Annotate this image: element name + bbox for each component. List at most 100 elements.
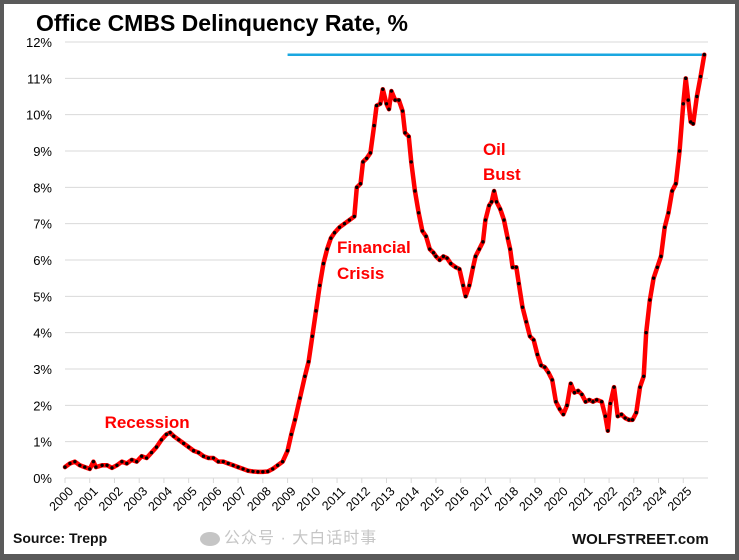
data-point <box>546 370 551 375</box>
data-point <box>397 98 401 102</box>
data-point <box>241 467 245 471</box>
data-point <box>608 401 613 406</box>
data-point <box>677 149 682 153</box>
data-point <box>256 470 260 474</box>
data-point <box>572 390 577 395</box>
data-point <box>393 98 397 102</box>
data-point <box>492 189 496 193</box>
data-point <box>543 365 547 369</box>
data-point <box>280 459 285 464</box>
data-point <box>159 438 164 442</box>
data-point <box>508 247 512 251</box>
data-point <box>384 102 389 106</box>
data-point <box>528 334 532 338</box>
data-point <box>154 445 159 449</box>
data-point <box>557 407 562 411</box>
data-point <box>449 261 453 266</box>
x-tick-label: 2006 <box>195 484 225 514</box>
data-point <box>110 466 114 470</box>
data-point <box>120 459 124 464</box>
data-point <box>211 456 216 460</box>
data-point <box>434 254 438 259</box>
x-tick-label: 2009 <box>269 484 299 514</box>
data-point <box>494 200 499 204</box>
data-point <box>251 469 255 474</box>
data-point <box>88 467 92 471</box>
data-point <box>702 53 706 57</box>
x-tick-label: 2013 <box>368 484 398 514</box>
data-point <box>94 465 98 469</box>
x-axis-ticks: 2000200120022003200420052006200720082009… <box>47 478 694 514</box>
data-point <box>457 267 462 271</box>
data-point <box>612 385 616 389</box>
data-point <box>196 450 201 455</box>
data-point <box>587 398 591 402</box>
y-tick-label: 5% <box>33 289 52 304</box>
data-point <box>321 261 326 266</box>
data-point <box>445 256 449 260</box>
data-point <box>352 214 357 219</box>
x-tick-label: 2021 <box>566 484 596 514</box>
data-point <box>666 211 671 215</box>
data-point <box>387 107 391 111</box>
data-point <box>413 189 417 193</box>
x-tick-label: 2010 <box>294 484 324 514</box>
data-point <box>310 334 315 338</box>
data-point <box>403 131 407 135</box>
data-point <box>191 449 196 453</box>
data-point <box>298 396 302 400</box>
x-tick-label: 2018 <box>492 484 522 514</box>
data-point <box>149 450 154 455</box>
data-point <box>221 459 225 464</box>
data-point <box>441 254 446 259</box>
data-point <box>648 298 652 302</box>
x-tick-label: 2011 <box>319 484 348 513</box>
data-point <box>686 98 690 102</box>
y-tick-label: 7% <box>33 217 52 232</box>
data-point <box>565 403 569 408</box>
data-point <box>293 418 297 422</box>
data-point <box>619 412 624 417</box>
data-point <box>332 231 337 235</box>
data-point <box>663 225 667 229</box>
data-point <box>428 247 432 251</box>
data-point <box>226 461 230 466</box>
data-point <box>261 470 265 474</box>
data-point <box>201 454 206 458</box>
data-point <box>329 236 333 240</box>
data-point <box>285 449 290 453</box>
data-point <box>216 459 221 464</box>
data-point <box>520 305 525 309</box>
data-point <box>583 400 588 404</box>
annotation-recession: Recession <box>104 412 190 432</box>
data-point <box>115 463 119 467</box>
y-tick-label: 10% <box>26 108 52 123</box>
data-point <box>271 467 275 471</box>
y-tick-label: 3% <box>33 362 52 377</box>
annotation-financial: Financial <box>337 238 411 258</box>
x-tick-label: 2017 <box>467 484 497 514</box>
y-tick-label: 1% <box>33 435 52 450</box>
data-point <box>510 265 515 269</box>
data-point <box>681 102 685 106</box>
data-point <box>576 389 580 393</box>
x-tick-label: 2001 <box>71 484 101 514</box>
data-point <box>139 454 144 458</box>
data-point <box>505 236 510 240</box>
y-tick-label: 0% <box>33 471 52 486</box>
data-point <box>684 76 688 81</box>
data-point <box>164 432 169 437</box>
data-point <box>361 160 365 164</box>
y-tick-label: 6% <box>33 253 52 268</box>
data-point <box>473 254 478 259</box>
data-point <box>569 381 573 386</box>
data-point <box>471 265 475 269</box>
data-point <box>68 461 72 466</box>
data-point <box>535 352 540 357</box>
data-point <box>303 374 307 378</box>
data-point <box>420 229 425 233</box>
annotation-oil: Oil <box>482 140 506 159</box>
gridlines <box>65 41 708 479</box>
y-tick-label: 9% <box>33 144 52 159</box>
data-point <box>487 203 491 208</box>
